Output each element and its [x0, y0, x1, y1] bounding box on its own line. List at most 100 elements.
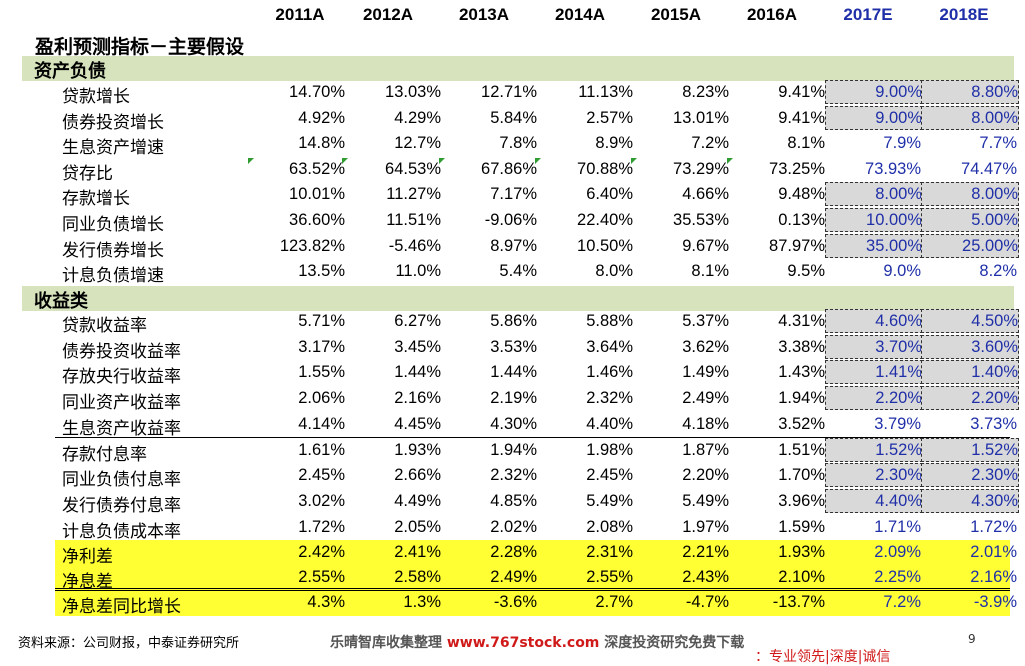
- value-cell: 1.61%: [298, 440, 345, 459]
- row-label: 发行债券增长: [62, 240, 164, 261]
- row-label: 债券投资收益率: [62, 341, 181, 362]
- value-cell: 2.58%: [394, 568, 441, 586]
- value-cell: 1.41%: [825, 360, 923, 385]
- table-row: 生息资产增速 14.8% 12.7% 7.8% 8.9% 7.2% 8.1% 7.9% 7.7%: [0, 131, 1025, 159]
- section-assets-label: 资产负债: [34, 61, 106, 82]
- table-row: 存款增长 10.01% 11.27% 7.17% 6.40% 4.66% 9.48% 8.00…: [0, 182, 1025, 209]
- table-row: 债券投资增长 4.92% 4.29% 5.84% 2.57% 13.01% 9.41% 9.0…: [0, 105, 1025, 133]
- table-row: 存放央行收益率 1.55% 1.44% 1.44% 1.46% 1.49% 1.43% 1.4…: [0, 360, 1025, 387]
- value-cell: 9.48%: [778, 185, 825, 204]
- value-cell: 2.19%: [490, 389, 537, 408]
- value-cell: 1.43%: [778, 363, 825, 382]
- value-cell: 74.47%: [961, 159, 1017, 178]
- value-cell: 8.2%: [979, 262, 1017, 281]
- value-cell: 63.52%: [289, 159, 345, 178]
- value-cell: 2.20%: [825, 386, 923, 411]
- value-cell: 2.30%: [921, 463, 1019, 488]
- value-cell: 2.66%: [394, 466, 441, 485]
- value-cell: 9.67%: [682, 236, 729, 255]
- value-cell: 5.71%: [298, 312, 345, 330]
- row-label: 存款付息率: [62, 444, 147, 465]
- value-cell: 8.1%: [691, 262, 729, 281]
- value-cell: 0.13%: [778, 211, 825, 229]
- year-header-2013: 2013A: [458, 5, 510, 24]
- value-cell: 3.53%: [490, 337, 537, 356]
- year-header-2015: 2015A: [650, 5, 702, 24]
- table-row: 同业负债增长 36.60% 11.51% -9.06% 22.40% 35.53% 0.13…: [0, 208, 1025, 235]
- value-cell: 1.59%: [778, 517, 825, 536]
- value-cell: 11.13%: [578, 83, 633, 101]
- value-cell: 2.09%: [874, 543, 921, 561]
- table-row: 贷款增长 14.70% 13.03% 12.71% 11.13% 8.23% 9.41% 9.…: [0, 80, 1025, 107]
- value-cell: -3.9%: [973, 593, 1017, 611]
- value-cell: 4.14%: [298, 414, 345, 433]
- value-cell: 2.45%: [298, 466, 345, 485]
- value-cell: 2.20%: [682, 466, 729, 485]
- value-cell: 3.79%: [874, 414, 921, 433]
- value-cell: 5.88%: [586, 312, 633, 330]
- value-cell: 12.71%: [481, 83, 537, 101]
- value-cell: 1.44%: [394, 363, 441, 382]
- value-cell: 1.52%: [825, 437, 923, 462]
- value-cell: 70.88%: [577, 159, 633, 178]
- value-cell: -13.7%: [772, 593, 825, 611]
- value-cell: 2.32%: [586, 389, 633, 408]
- watermark-text: 乐晴智库收集整理: [330, 635, 447, 651]
- table-row: 发行债券增长 123.82% -5.46% 8.97% 10.50% 9.67% 87.97…: [0, 233, 1025, 261]
- value-cell: 1.94%: [490, 440, 537, 459]
- value-cell: 10.00%: [825, 208, 923, 232]
- value-cell: 3.60%: [921, 334, 1019, 359]
- value-cell: 4.29%: [394, 108, 441, 127]
- value-cell: 1.49%: [682, 363, 729, 382]
- value-cell: 8.23%: [682, 83, 729, 101]
- value-cell: 1.44%: [490, 363, 537, 382]
- value-cell: 2.06%: [298, 389, 345, 408]
- value-cell: 1.98%: [586, 440, 633, 459]
- value-cell: 3.45%: [394, 337, 441, 356]
- value-cell: 10.01%: [289, 185, 345, 204]
- year-header-row: 2011A 2012A 2013A 2014A 2015A 2016A 2017…: [0, 0, 1025, 32]
- value-cell: 1.46%: [586, 363, 633, 382]
- table-row: 贷款收益率 5.71% 6.27% 5.86% 5.88% 5.37% 4.31% 4.60%…: [0, 309, 1025, 336]
- table-row: 贷存比 63.52% 64.53% 67.86% 70.88% 73.29% 73.25% 7…: [0, 157, 1025, 184]
- value-cell: 73.93%: [865, 159, 921, 178]
- value-cell: 7.2%: [691, 134, 729, 153]
- row-label: 贷款增长: [62, 87, 130, 107]
- value-cell: 14.8%: [298, 134, 345, 153]
- value-cell: 2.57%: [586, 108, 633, 127]
- value-cell: 2.25%: [874, 568, 921, 586]
- value-cell: 1.87%: [682, 440, 729, 459]
- value-cell: 11.51%: [386, 211, 441, 229]
- value-cell: 5.49%: [682, 491, 729, 510]
- table-row: 债券投资收益率 3.17% 3.45% 3.53% 3.64% 3.62% 3.38% 3.7…: [0, 334, 1025, 362]
- value-cell: 2.49%: [490, 568, 537, 586]
- section-income-label: 收益类: [34, 291, 88, 312]
- table-row: 计息负债增速 13.5% 11.0% 5.4% 8.0% 8.1% 9.5% 9.0% 8.2%: [0, 259, 1025, 286]
- value-cell: 4.31%: [778, 312, 825, 330]
- value-cell: 1.94%: [778, 389, 825, 408]
- value-cell: 3.02%: [298, 491, 345, 510]
- value-cell: -3.6%: [493, 593, 537, 611]
- value-cell: 9.5%: [787, 262, 825, 281]
- value-cell: 14.70%: [289, 83, 345, 101]
- value-cell: 11.27%: [386, 185, 441, 204]
- value-cell: 3.96%: [778, 491, 825, 510]
- year-header-2011: 2011A: [275, 5, 325, 24]
- value-cell: 2.49%: [682, 389, 729, 408]
- year-header-2012: 2012A: [362, 5, 414, 24]
- value-cell: 1.55%: [298, 363, 345, 382]
- value-cell: 3.38%: [778, 337, 825, 356]
- divider-line: [55, 437, 1010, 438]
- comment-marker-icon: [439, 157, 445, 164]
- value-cell: 2.55%: [298, 568, 345, 586]
- watermark: 乐晴智库收集整理 www.767stock.com 深度投资研究免费下载: [330, 632, 744, 652]
- row-label: 生息资产增速: [62, 138, 164, 159]
- page-number: 9: [968, 632, 976, 646]
- value-cell: 6.27%: [394, 312, 441, 330]
- value-cell: 4.18%: [682, 414, 729, 433]
- row-label: 贷款收益率: [62, 316, 147, 336]
- highlight-row: 净息差同比增长 4.3% 1.3% -3.6% 2.7% -4.7% -13.7% 7.2% -…: [55, 590, 1017, 617]
- value-cell: 4.92%: [298, 108, 345, 127]
- watermark-url[interactable]: www.767stock.com: [446, 635, 600, 651]
- value-cell: 2.32%: [490, 466, 537, 485]
